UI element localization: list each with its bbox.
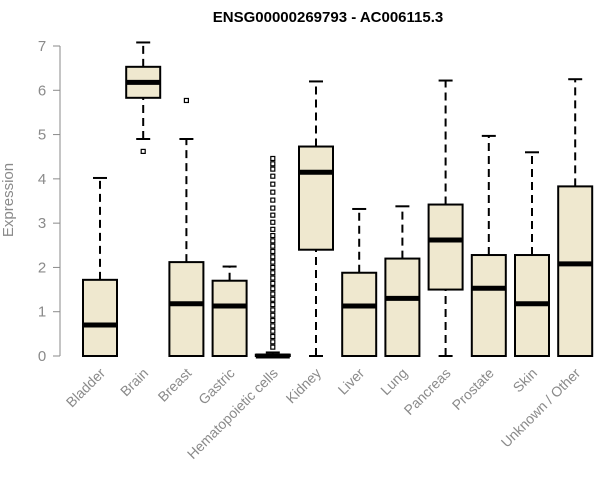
box-pancreas [427,79,464,357]
x-tick-label: Liver [335,365,368,398]
outlier-point [270,197,276,203]
x-tick-label: Unknown / Other [498,365,584,451]
box-liver [341,207,378,357]
outlier-point [270,248,276,255]
x-tick-label: Brain [117,365,151,399]
outlier-point [270,286,276,292]
x-tick-label: Prostate [449,365,497,413]
y-tick-label: 0 [38,348,46,365]
box-iqr [470,254,507,357]
box-iqr [384,257,421,358]
outlier-point [270,302,276,308]
box-iqr [341,271,378,357]
box-gastric [211,265,248,358]
outlier-point [270,328,276,334]
y-tick-label: 6 [38,82,46,99]
box-prostate [470,134,507,357]
outlier-point [270,259,276,265]
box-skin [514,151,550,357]
outlier-point [270,219,276,225]
x-tick-label: Pancreas [401,365,454,418]
box-series [82,41,594,359]
outlier-point [270,205,276,211]
outlier-point [270,339,276,345]
chart-title: ENSG00000269793 - AC006115.3 [213,9,443,26]
box-brain [125,41,162,154]
outlier-point [270,212,276,218]
outlier-point [270,155,276,162]
outlier-point [270,317,276,324]
y-tick-label: 7 [38,38,46,55]
x-tick-label: Breast [155,365,195,405]
outlier-point [270,226,276,232]
box-unknown-other [557,78,594,357]
y-tick-label: 2 [38,259,46,276]
box-iqr [298,145,334,251]
box-bladder [82,176,118,358]
x-tick-label: Lung [377,365,410,398]
y-tick-label: 4 [38,171,46,188]
outlier-point [270,161,276,167]
box-breast [168,97,205,357]
box-iqr [557,185,594,357]
outlier-point [270,232,276,239]
outlier-point [140,148,146,154]
box-iqr [211,279,248,358]
outlier-point [270,264,276,271]
outlier-point [270,296,276,302]
outlier-point [270,254,276,260]
y-axis-ticks: 0 1 2 3 4 5 6 7 [38,38,60,365]
y-tick-label: 5 [38,127,46,144]
y-axis-label: Expression [0,163,17,237]
outlier-point [270,312,276,318]
box-kidney [298,80,334,357]
outlier-point [270,291,276,297]
x-tick-label: Skin [510,365,541,396]
outlier-point [270,270,276,276]
outlier-point [270,238,276,244]
outlier-point [270,333,276,340]
outlier-point [270,181,276,187]
outlier-point [270,344,276,350]
outlier-point [183,97,189,104]
outlier-point [270,280,276,286]
box-iqr [82,278,118,358]
box-hematopoietic-cells [254,155,291,359]
outlier-point [270,189,276,195]
outlier-point [270,173,276,179]
outlier-point [270,323,276,329]
outlier-point [270,275,276,281]
box-iqr [168,261,205,357]
y-tick-label: 1 [38,304,46,321]
y-tick-label: 3 [38,215,46,232]
outlier-point [270,243,276,249]
outlier-point [270,166,276,172]
box-lung [384,205,421,358]
x-tick-label: Bladder [63,365,109,411]
box-iqr [427,203,464,291]
x-tick-label: Gastric [195,365,238,408]
outlier-point [270,307,276,313]
x-tick-label: Kidney [283,365,325,407]
